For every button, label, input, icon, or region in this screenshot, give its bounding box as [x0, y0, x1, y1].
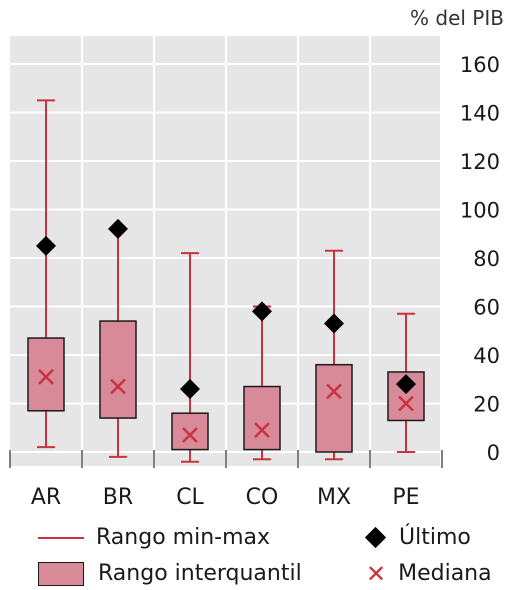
median-stroke [254, 422, 270, 439]
x-tick-label-co: CO [246, 485, 279, 510]
iqr-boxes [27, 320, 425, 453]
y-tick-label: 140 [460, 102, 500, 126]
iqr-box-ar [27, 337, 65, 412]
x-axis-tick-labels: AR BR CL CO MX PE [31, 485, 420, 510]
median-stroke [182, 427, 198, 443]
median-stroke [38, 368, 54, 385]
median-marker-br [110, 378, 126, 395]
last-marker-pe [396, 374, 416, 395]
x-tick-label-pe: PE [392, 485, 419, 510]
median-marker-ar [38, 368, 54, 385]
median-marker-pe [398, 395, 414, 412]
x-tick-label-ar: AR [31, 485, 61, 510]
iqr-box-mx [315, 363, 353, 453]
iqr-box-br [99, 320, 137, 419]
x-tick-label-cl: CL [176, 485, 204, 510]
last-value-markers [36, 218, 416, 399]
y-axis-tick-labels: 0 20 40 60 80 100 120 140 160 [460, 53, 500, 465]
y-tick-label: 160 [460, 53, 500, 77]
last-marker-ar [36, 235, 56, 256]
median-stroke [398, 395, 414, 412]
iqr-box-cl [171, 412, 209, 451]
last-marker-mx [324, 313, 344, 334]
y-axis-unit-label: % del PIB [410, 6, 504, 30]
x-tick-label-br: BR [103, 485, 133, 510]
y-tick-label: 40 [473, 344, 500, 368]
median-stroke [110, 378, 126, 395]
y-tick-label: 100 [460, 199, 500, 223]
median-markers [38, 368, 414, 443]
median-stroke [326, 383, 342, 400]
median-marker-mx [326, 383, 342, 400]
last-marker-cl [180, 378, 200, 399]
gridlines [10, 36, 440, 466]
iqr-box-co [243, 385, 281, 451]
last-marker-co [252, 301, 272, 322]
y-tick-label: 20 [473, 393, 500, 417]
median-marker-cl [182, 427, 198, 443]
median-marker-co [254, 422, 270, 439]
y-tick-label: 80 [473, 247, 500, 271]
y-tick-label: 120 [460, 150, 500, 174]
x-tick-label-mx: MX [317, 485, 351, 510]
y-tick-label: 60 [473, 296, 500, 320]
x-axis-ticks [9, 450, 443, 468]
y-tick-label: 0 [487, 441, 500, 465]
last-marker-br [108, 218, 128, 239]
